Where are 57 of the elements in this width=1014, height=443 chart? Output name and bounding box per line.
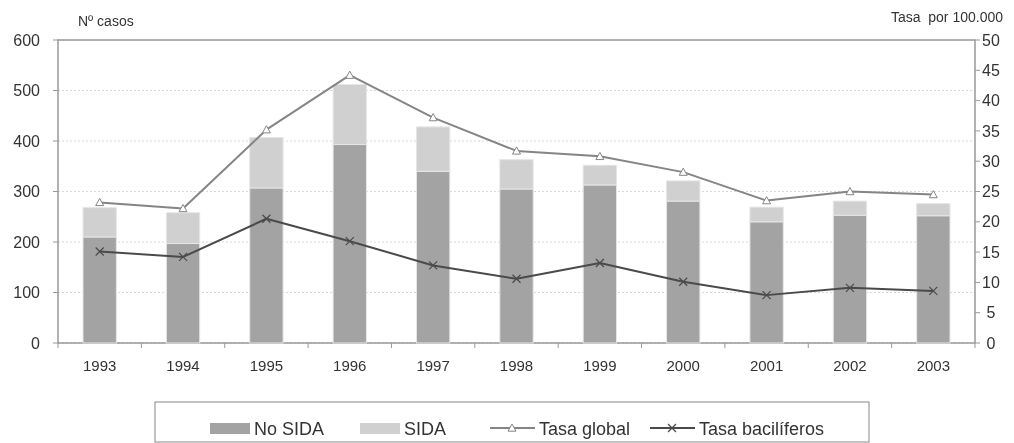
x-tick-label: 2001 [749, 357, 784, 374]
y-tick-label: 200 [13, 233, 41, 251]
point [845, 187, 855, 196]
point [762, 196, 772, 205]
x-tick-label: 1996 [333, 357, 367, 374]
point [928, 286, 938, 296]
y-axis-title: Nº casos [78, 13, 134, 29]
legend-label: Tasa global [539, 419, 631, 439]
y-tick-label: 500 [13, 82, 41, 100]
x-tick-label: 1998 [499, 357, 534, 374]
point [678, 167, 688, 176]
y2-tick-label: 25 [982, 183, 1000, 201]
y2-tick-label: 10 [982, 274, 1000, 291]
point [95, 197, 105, 207]
y2-tick-label: 15 [982, 243, 1000, 261]
legend-label: No SIDA [254, 419, 325, 439]
y2-tick-label: 45 [982, 61, 1000, 79]
point [928, 190, 938, 199]
point [95, 246, 105, 257]
y-tick-label: 300 [13, 183, 41, 201]
point [761, 290, 772, 300]
legend-label: Tasa bacilíferos [699, 419, 825, 439]
y-tick-label: 400 [13, 132, 41, 150]
point [178, 252, 188, 262]
y2-tick-label: 35 [982, 122, 1000, 140]
point [178, 203, 188, 213]
x-tick-label: 1999 [583, 357, 617, 374]
y2-tick-label: 30 [982, 152, 1000, 170]
y-tick-label: 600 [13, 31, 41, 49]
y2-tick-label: 40 [982, 92, 1000, 110]
x-tick-label: 1993 [82, 357, 117, 374]
point [595, 258, 605, 268]
x-tick-label: 1995 [249, 357, 284, 374]
point [345, 236, 355, 246]
point [845, 283, 855, 293]
y2-tick-label: 5 [986, 304, 996, 322]
point [261, 214, 272, 224]
point [678, 277, 688, 287]
point [345, 70, 355, 79]
x-tick-label: 2003 [916, 357, 951, 374]
point [261, 125, 271, 134]
y-tick-label: 0 [31, 334, 41, 352]
x-tick-label: 1997 [416, 357, 450, 374]
x-tick-label: 1994 [166, 357, 200, 374]
legend-label: SIDA [404, 419, 447, 439]
point [428, 260, 438, 271]
point [595, 151, 605, 161]
y2-axis-title: Tasa por 100.000 [890, 9, 1004, 25]
x-tick-label: 2000 [666, 357, 700, 374]
point [428, 113, 438, 122]
y2-tick-label: 20 [982, 213, 1000, 231]
point [512, 146, 521, 155]
x-tick-label: 2002 [833, 357, 867, 374]
y2-tick-label: 50 [982, 31, 1000, 49]
y2-tick-label: 0 [986, 334, 996, 352]
y-tick-label: 100 [13, 284, 41, 302]
point [511, 274, 522, 284]
